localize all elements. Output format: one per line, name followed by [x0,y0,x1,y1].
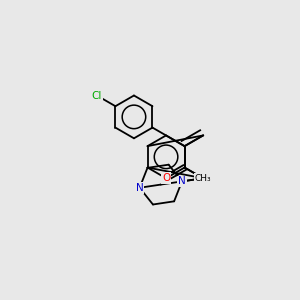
Text: O: O [162,173,170,183]
Text: O: O [199,173,207,183]
Text: O: O [199,173,207,183]
Text: N: N [136,183,143,193]
Text: CH₃: CH₃ [195,174,212,183]
Text: N: N [178,176,186,186]
Text: Cl: Cl [92,91,102,100]
